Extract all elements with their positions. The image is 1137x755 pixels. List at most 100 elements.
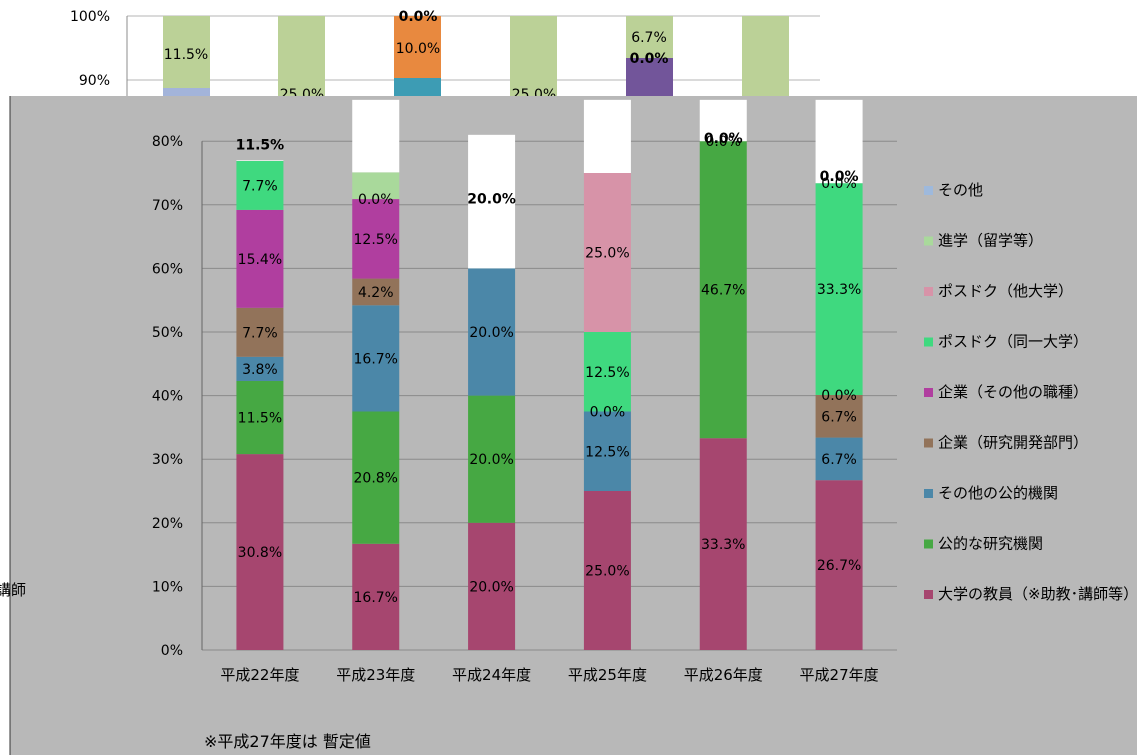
- data-label: 11.5%: [238, 411, 282, 427]
- bg-bar-segment: [163, 88, 210, 96]
- bar-segment: [352, 199, 400, 279]
- legend-swatch: [924, 438, 933, 448]
- data-label: 0.0%: [705, 134, 741, 150]
- bar-segment: [236, 209, 284, 308]
- data-label: 6.7%: [821, 452, 857, 468]
- legend-swatch: [924, 590, 933, 599]
- bar-segment: [583, 411, 631, 491]
- x-tick-label: 平成27年度: [800, 666, 879, 684]
- bar-segment: [468, 522, 516, 650]
- data-label: 0.0%: [821, 388, 857, 404]
- bg-bar-segment: [278, 16, 325, 96]
- legend-swatch: [924, 539, 933, 549]
- data-label: 25.0%: [585, 246, 629, 262]
- legend-label: 進学（留学等）: [938, 232, 1043, 250]
- data-label: 7.7%: [242, 178, 278, 194]
- bar-segment: [352, 172, 400, 200]
- data-label: 12.5%: [354, 232, 398, 248]
- bg-data-label: 6.7%: [631, 30, 667, 46]
- x-tick-label: 平成23年度: [336, 666, 415, 684]
- bar-remainder: [236, 160, 284, 161]
- bar-segment: [236, 454, 284, 650]
- y-tick-label: 50%: [152, 325, 183, 341]
- x-tick-label: 平成25年度: [568, 666, 647, 684]
- legend-label: その他の公的機関: [938, 484, 1058, 502]
- data-label: 7.7%: [242, 325, 278, 341]
- legend-swatch: [924, 287, 933, 296]
- legend-swatch: [924, 489, 933, 498]
- bar-segment: [583, 491, 631, 650]
- bar-segment: [815, 394, 863, 438]
- bar-remainder: [699, 99, 747, 142]
- data-label: 25.0%: [585, 564, 629, 580]
- data-label: 26.7%: [817, 558, 861, 574]
- bar-segment: [815, 437, 863, 481]
- data-label: 11.5%: [236, 137, 285, 153]
- x-tick-label: 平成26年度: [684, 666, 763, 684]
- data-label: 33.3%: [701, 537, 745, 553]
- data-label: 20.8%: [354, 471, 398, 487]
- y-tick-label: 0%: [161, 643, 183, 659]
- legend-label: 企業（研究開発部門）: [938, 434, 1088, 452]
- bar-segment: [236, 356, 284, 381]
- chart-area-background: [10, 96, 1137, 755]
- legend-swatch: [924, 388, 933, 397]
- legend-label: ポスドク（他大学）: [938, 282, 1073, 300]
- data-label: 15.4%: [238, 252, 282, 268]
- bg-bar-segment: [510, 16, 557, 96]
- data-label: 4.2%: [358, 285, 394, 301]
- x-tick-label: 平成22年度: [220, 666, 299, 684]
- legend-label: その他: [938, 181, 983, 199]
- data-label: 16.7%: [354, 351, 398, 367]
- data-label: 12.5%: [585, 365, 629, 381]
- data-label: 16.7%: [354, 590, 398, 606]
- footnote: ※平成27年度は 暫定値: [204, 732, 371, 751]
- bg-bar-segment: [394, 78, 441, 96]
- bg-bar-segment: [163, 16, 210, 96]
- data-label: 46.7%: [701, 283, 745, 299]
- bar-segment: [236, 307, 284, 357]
- legend-swatch: [924, 337, 933, 347]
- left-white-strip: [0, 96, 10, 755]
- bg-tick-label: 100%: [70, 9, 110, 25]
- data-label: 0.0%: [590, 405, 626, 421]
- bar-remainder: [583, 99, 631, 173]
- bar-segment: [699, 141, 747, 439]
- data-label: 0.0%: [821, 176, 857, 192]
- bar-segment: [583, 332, 631, 412]
- bar-segment: [236, 160, 284, 210]
- y-tick-label: 70%: [152, 198, 183, 214]
- bar-remainder: [468, 134, 516, 269]
- legend-swatch: [924, 236, 933, 246]
- bg-data-label: 0.0%: [399, 9, 438, 25]
- data-label: 6.7%: [821, 409, 857, 425]
- bg-bar-segment: [626, 58, 673, 96]
- y-tick-label: 80%: [152, 134, 183, 150]
- bg-data-label: 11.5%: [164, 47, 208, 63]
- y-tick-label: 60%: [152, 261, 183, 277]
- bg-bar-segment: [394, 16, 441, 78]
- data-label: 3.8%: [242, 362, 278, 378]
- data-label: 33.3%: [817, 282, 861, 298]
- data-label: 12.5%: [585, 444, 629, 460]
- x-tick-label: 平成24年度: [452, 666, 531, 684]
- data-label: 20.0%: [467, 191, 516, 207]
- bar-remainder: [815, 99, 863, 184]
- data-label: 0.0%: [704, 131, 743, 147]
- bar-segment: [699, 438, 747, 650]
- bar-segment: [468, 395, 516, 523]
- legend-label: 大学の教員（※助教･講師等）: [938, 585, 1137, 603]
- data-label: 20.0%: [469, 452, 513, 468]
- y-tick-label: 30%: [152, 452, 183, 468]
- bg-bar-segment: [626, 16, 673, 58]
- left-fragment-text: 講師: [0, 581, 26, 599]
- bar-segment: [583, 173, 631, 332]
- y-tick-label: 10%: [152, 579, 183, 595]
- y-tick-label: 40%: [152, 389, 183, 405]
- bar-segment: [352, 278, 400, 306]
- bar-remainder: [352, 99, 400, 173]
- bar-segment: [815, 183, 863, 395]
- bar-segment: [352, 543, 400, 650]
